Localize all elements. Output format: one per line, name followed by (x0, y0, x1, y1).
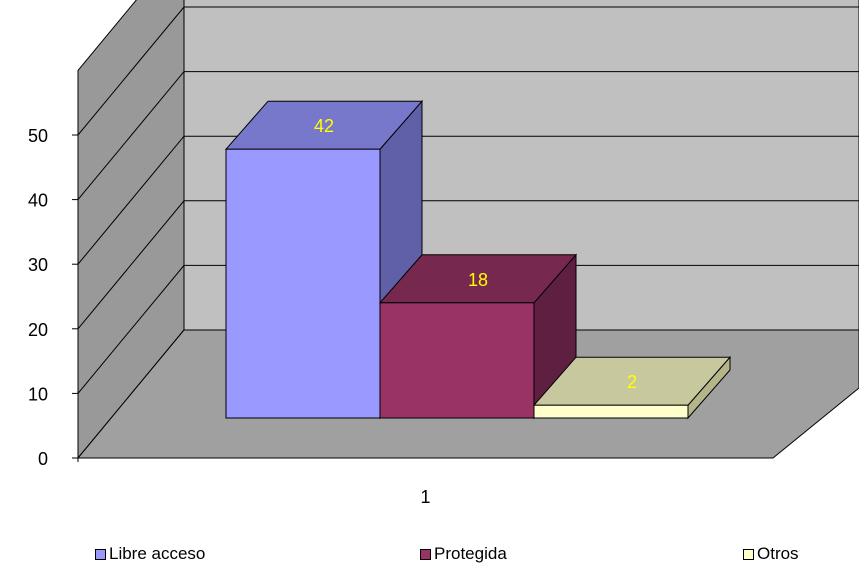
x-category-label: 1 (420, 487, 430, 507)
legend-swatch-otros (743, 548, 754, 560)
gridline-30 (77, 135, 859, 265)
y-tick-label: 30 (28, 255, 48, 275)
bar-otros: 2 (532, 355, 732, 420)
legend-item-libre-acceso: Libre acceso (95, 544, 205, 564)
y-tick-label: 50 (28, 126, 48, 146)
data-label: 42 (314, 116, 334, 136)
gridline-50 (77, 6, 859, 136)
y-tick-label: 20 (28, 320, 48, 340)
gridline-20 (77, 200, 859, 330)
bars: 42 18 2 (224, 99, 732, 420)
legend: Libre acceso Protegida Otros (0, 544, 859, 572)
y-tick-label: 0 (38, 449, 48, 469)
y-tick-label: 10 (28, 384, 48, 404)
legend-item-otros: Otros (743, 544, 799, 564)
bar-front-face (225, 148, 381, 419)
data-label: 18 (468, 270, 488, 290)
legend-item-protegida: Protegida (420, 544, 507, 564)
legend-label-libre-acceso: Libre acceso (109, 544, 206, 563)
gridline-40 (77, 71, 859, 200)
legend-swatch-protegida (420, 548, 431, 560)
legend-label-otros: Otros (757, 544, 799, 563)
data-label: 2 (627, 372, 637, 392)
axes: 0 10 20 30 40 50 1 (28, 70, 773, 507)
bar-front-face (379, 302, 535, 419)
legend-label-protegida: Protegida (434, 544, 507, 563)
bar-chart: 42 18 2 0 10 20 30 40 50 1 (28, 0, 859, 507)
legend-swatch-libre-acceso (95, 548, 106, 560)
gridlines (77, 6, 859, 394)
gridline-10 (77, 264, 859, 394)
bar-front-face (533, 404, 689, 419)
y-tick-label: 40 (28, 191, 48, 211)
